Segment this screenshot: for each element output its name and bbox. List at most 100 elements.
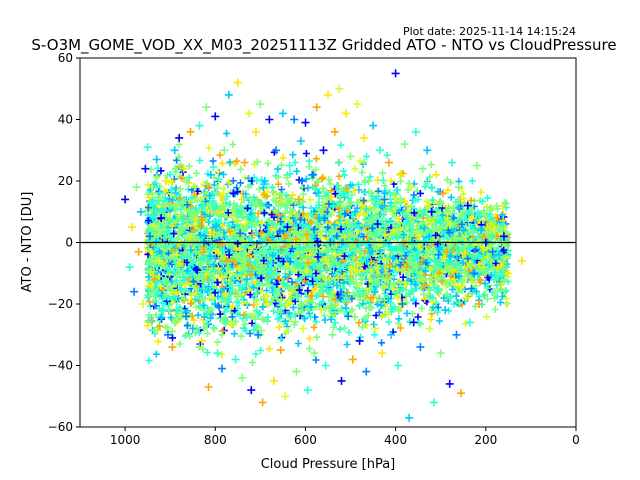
data-point [384, 309, 391, 317]
data-point [306, 335, 314, 343]
data-point [313, 333, 321, 341]
data-point [302, 150, 310, 157]
data-point [159, 259, 167, 267]
data-point [351, 313, 359, 321]
data-point [371, 288, 379, 296]
data-point [156, 322, 164, 330]
data-point [369, 240, 377, 248]
data-point [351, 165, 359, 173]
data-point [201, 189, 209, 197]
data-point [419, 218, 427, 226]
data-point [400, 223, 408, 231]
data-point [187, 208, 195, 216]
data-point [206, 252, 214, 260]
data-point [245, 234, 253, 242]
data-point [222, 232, 229, 240]
data-point [154, 338, 162, 346]
data-point [172, 168, 180, 176]
data-point [176, 303, 184, 311]
data-point [230, 330, 238, 338]
data-point [348, 259, 356, 266]
data-point [150, 222, 158, 230]
data-point [173, 318, 181, 326]
data-point [157, 167, 165, 175]
data-point [232, 216, 240, 224]
data-point [274, 307, 282, 315]
data-point [150, 212, 158, 220]
data-point [375, 192, 383, 200]
data-point [269, 188, 277, 196]
data-point [432, 209, 440, 217]
data-point [290, 201, 298, 209]
data-point [458, 220, 466, 228]
data-point [178, 174, 186, 182]
data-point [350, 232, 358, 240]
data-point [209, 163, 217, 171]
data-point [145, 357, 153, 365]
data-point [144, 181, 152, 189]
data-point [168, 327, 176, 335]
data-point [200, 285, 208, 293]
data-point [288, 278, 296, 286]
data-point [410, 295, 418, 303]
data-point [355, 319, 363, 327]
data-point [329, 202, 337, 210]
data-point [426, 218, 434, 226]
data-point [351, 187, 359, 194]
data-point [423, 259, 431, 267]
data-point [325, 259, 332, 267]
data-point [320, 188, 328, 196]
data-point [472, 234, 480, 242]
data-point [336, 294, 344, 302]
data-point [497, 280, 505, 288]
data-point [396, 244, 404, 251]
data-point [172, 317, 180, 325]
data-point [268, 298, 276, 306]
data-point [164, 266, 171, 274]
data-point [198, 267, 206, 275]
data-point [216, 151, 224, 159]
data-point [175, 141, 183, 149]
data-point [343, 341, 351, 348]
data-point [447, 242, 455, 250]
data-point [255, 185, 263, 193]
data-point [428, 196, 436, 204]
data-point [361, 314, 369, 322]
data-point [152, 218, 160, 226]
data-point [399, 273, 407, 281]
data-point [274, 165, 282, 173]
data-point [155, 188, 163, 196]
data-point [497, 298, 504, 306]
data-point [248, 201, 256, 209]
data-point [462, 268, 470, 276]
data-point [204, 349, 211, 356]
data-point [289, 151, 297, 159]
data-point [291, 311, 299, 319]
data-point [397, 324, 404, 332]
data-point [483, 313, 491, 321]
data-point [366, 213, 374, 221]
data-point [259, 303, 267, 311]
data-point [458, 185, 466, 192]
data-point [298, 272, 306, 280]
data-point [189, 226, 197, 234]
data-point [314, 253, 322, 261]
data-point [211, 289, 219, 297]
data-point [389, 246, 397, 254]
data-point [154, 225, 162, 233]
data-point [375, 308, 383, 316]
data-point [265, 202, 273, 210]
data-point [431, 256, 439, 264]
data-point [282, 317, 289, 325]
data-point [347, 181, 355, 189]
data-point [287, 251, 295, 259]
data-point [241, 250, 249, 258]
data-point [194, 285, 202, 293]
data-point [449, 286, 456, 293]
data-point [256, 269, 264, 277]
data-point [226, 158, 234, 166]
data-point [171, 192, 179, 200]
data-point [324, 288, 332, 296]
data-point [252, 350, 260, 358]
data-point [426, 275, 434, 283]
